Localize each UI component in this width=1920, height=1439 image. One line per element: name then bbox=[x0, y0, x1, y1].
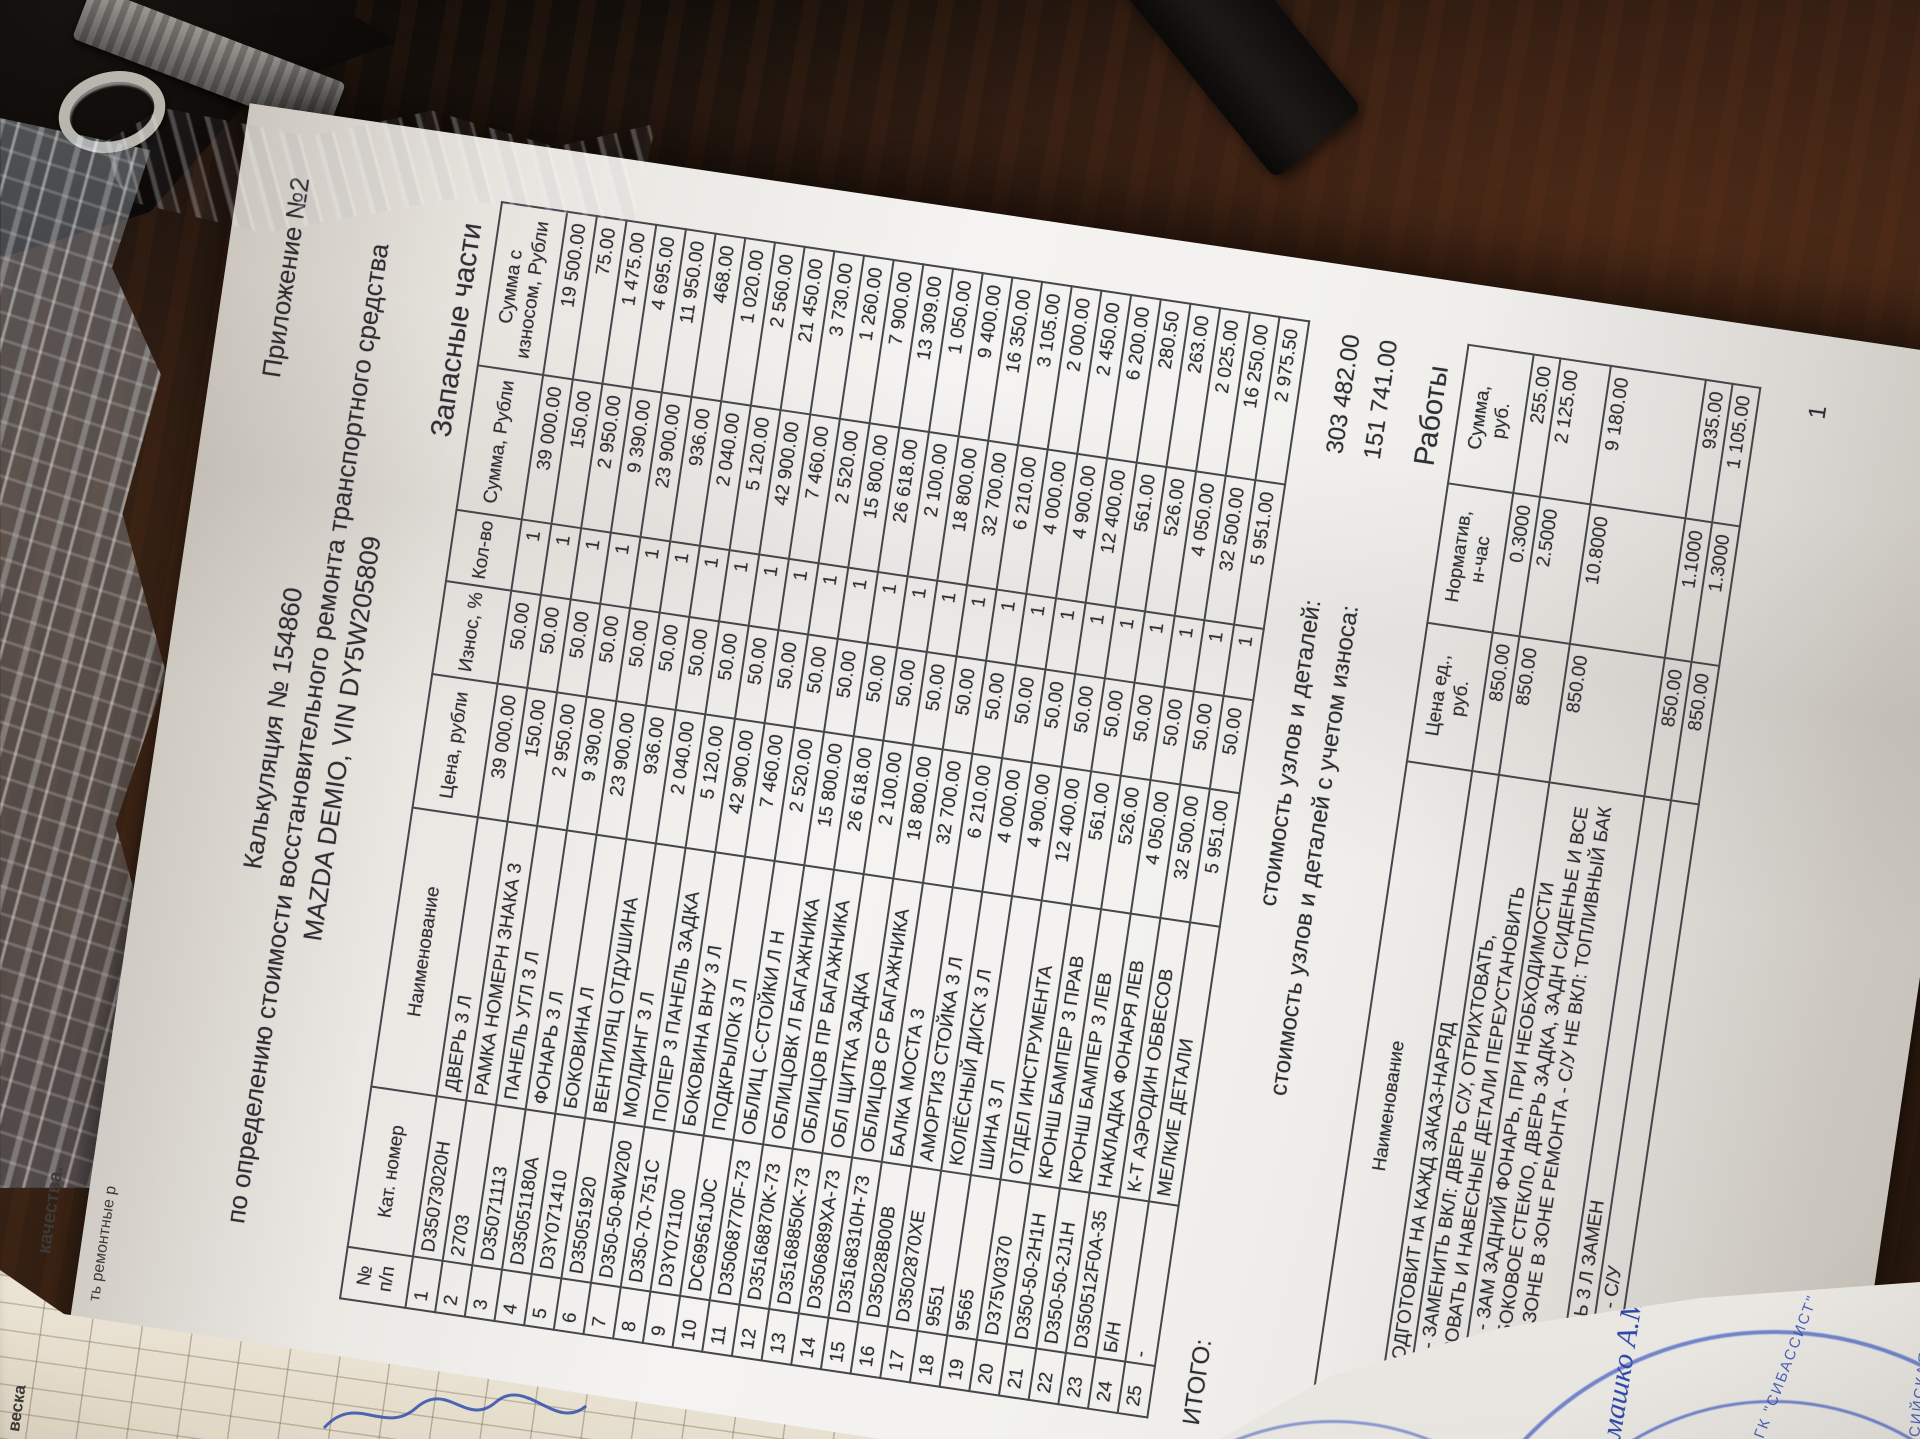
totals-spacer bbox=[1215, 1300, 1262, 1433]
parts-table-body: 1 D35073020H ДВЕРЬ 3 Л 39 000.00 50.00 1 39 00… bbox=[405, 211, 1310, 1418]
black-strap bbox=[1116, 0, 1363, 180]
pen-scribble bbox=[322, 1393, 587, 1429]
document-sheet: Приложение №2 Калькуляция № 154860 по оп… bbox=[70, 103, 1920, 1439]
document-content: Приложение №2 Калькуляция № 154860 по оп… bbox=[124, 169, 1834, 1439]
column-header: Кол-во bbox=[445, 509, 522, 591]
table-cell: 25 bbox=[1117, 1362, 1155, 1418]
column-header: № п/п bbox=[340, 1247, 413, 1308]
parts-table: № п/п Кат. номер Наименование Цена, рубли Из… bbox=[339, 201, 1310, 1419]
